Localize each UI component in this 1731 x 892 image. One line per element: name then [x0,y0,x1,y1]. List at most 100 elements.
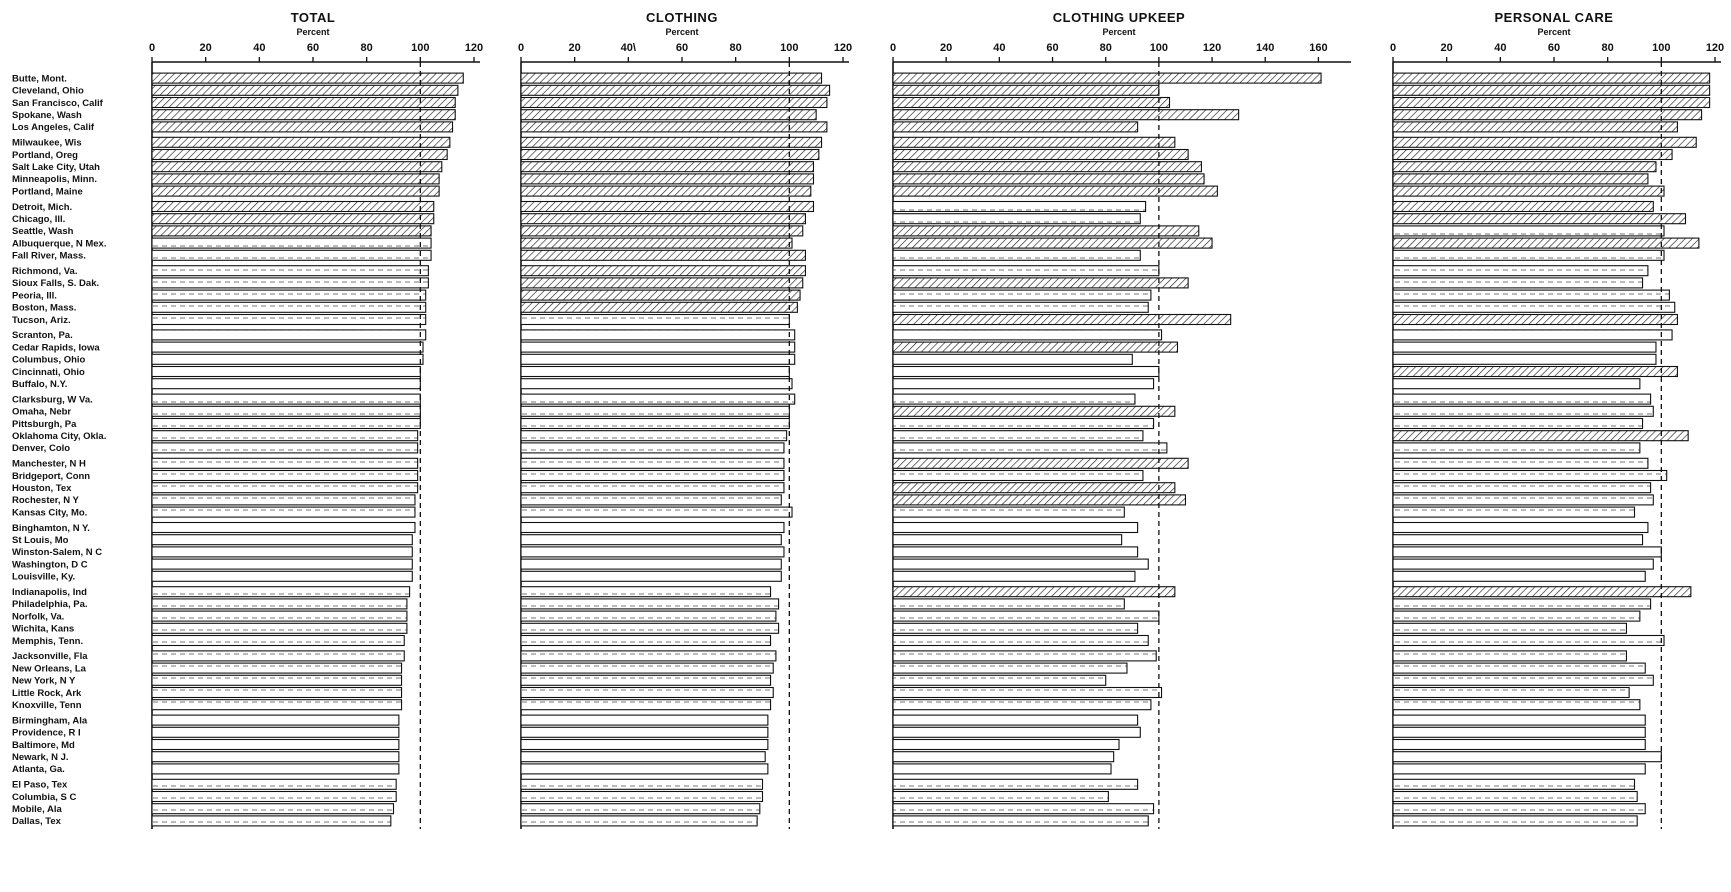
panel-total: TOTAL Percent 0 20 40 60 80 100 120 [149,10,483,829]
bar [892,442,1168,454]
bar [151,109,456,121]
bar [520,378,793,390]
bar [520,803,761,815]
bar [520,430,788,442]
bar [1392,778,1636,790]
bar [892,365,1160,378]
bar [892,417,1155,430]
tick-label: 120 [1706,42,1724,54]
bar [892,469,1144,482]
bar [520,815,758,827]
tick-label: 80 [1100,42,1112,54]
bar [1392,586,1692,598]
bar [1392,457,1649,469]
bar [151,225,432,237]
city-label: Cedar Rapids, Iowa [12,342,100,353]
city-label: Birmingham, Ala [12,715,88,726]
tick-label: 40 [993,42,1005,54]
bar [151,763,400,775]
panel-personal-care: PERSONAL CARE Percent 0 20 40 60 80 100 120 [1390,10,1724,829]
bar [1392,634,1665,647]
bar [520,121,828,133]
bar [151,430,419,442]
bar [1392,365,1678,378]
bar [892,778,1139,790]
bar [151,417,421,430]
bar [1392,674,1654,686]
panel-unit-label: Percent [296,27,329,37]
city-label: Cincinnati, Ohio [12,367,85,378]
chart-panels: TOTAL Percent 0 20 40 60 80 100 120 CLOTHING Perce… [149,10,1724,829]
bar [520,213,806,225]
city-label: Binghamton, N Y. [12,523,90,534]
city-label: Chicago, Ill. [12,214,65,225]
bar [1392,506,1636,518]
bar [892,84,1160,96]
bar [892,353,1133,365]
bar [520,610,777,622]
panel-unit-label: Percent [665,27,698,37]
tick-label: 100 [1150,42,1168,54]
bar [1392,96,1711,109]
bar [520,457,785,469]
city-label: Cleveland, Ohio [12,86,84,97]
city-label: Peoria, Ill. [12,290,57,301]
bar [520,301,798,313]
bar [1392,650,1627,662]
city-label: Minneapolis, Minn. [12,174,97,185]
bar [151,738,400,751]
city-label: Newark, N J. [12,752,69,763]
bar [151,699,403,711]
bar [151,185,440,197]
bar [1392,815,1638,827]
bar [892,726,1141,738]
bar [1392,161,1657,173]
bar [520,96,828,109]
bar [520,726,769,738]
bar [520,393,796,405]
bar [151,442,419,454]
bar [1392,289,1670,301]
bar [520,277,804,289]
bar [520,521,785,534]
bar [151,662,403,674]
tick-label: 120 [465,42,483,54]
city-label: Knoxville, Tenn [12,700,82,711]
bar [151,751,400,763]
city-label: Portland, Oreg [12,150,78,161]
tick-label: 0 [1390,42,1396,54]
city-label: Kansas City, Mo. [12,507,87,518]
bar [520,662,774,674]
bar [892,237,1213,249]
bar [1392,610,1641,622]
city-label: Salt Lake City, Utah [12,162,100,173]
bar [1392,430,1689,442]
bar [151,301,427,313]
tick-label: 20 [200,42,212,54]
city-label: Dallas, Tex [12,816,62,827]
bar [520,405,790,417]
bar [151,598,408,610]
bar [1392,417,1644,430]
tick-label: 20 [1441,42,1453,54]
bar [892,136,1176,148]
bar [892,161,1202,173]
bar [892,313,1232,326]
bar [151,482,419,494]
bar [520,586,772,598]
bar [892,72,1322,84]
bar [151,161,443,173]
tick-label: 80 [361,42,373,54]
panel-clothing: CLOTHING Percent 0 20 40\ 60 80 100 120 [518,10,852,829]
bar [151,586,411,598]
bar [520,778,764,790]
city-label: Rochester, N Y [12,495,80,506]
city-label: Buffalo, N.Y. [12,379,67,390]
bar [520,558,782,570]
city-label: Jacksonville, Fla [12,651,88,662]
tick-label: 100 [780,42,798,54]
bar [520,341,796,353]
bar [892,329,1163,341]
bar [520,482,785,494]
bar [1392,353,1657,365]
